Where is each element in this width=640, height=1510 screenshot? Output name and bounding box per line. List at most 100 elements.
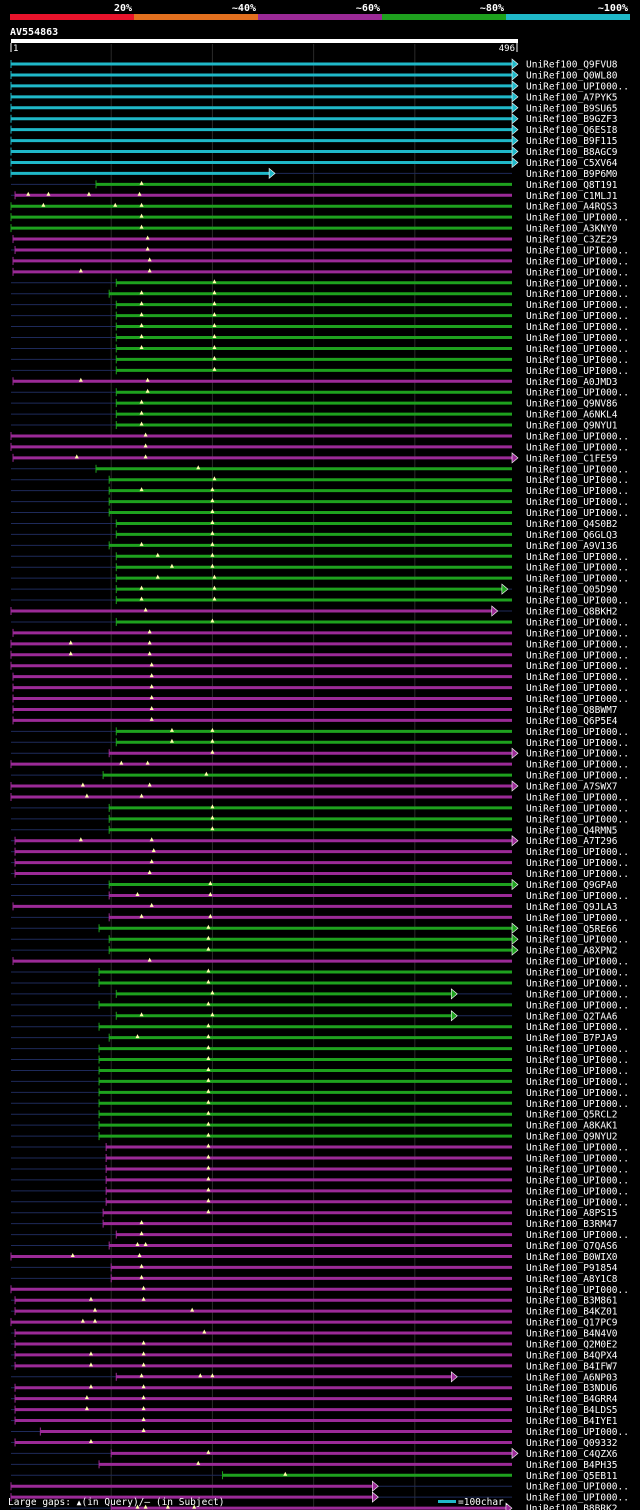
gap-marker [169, 563, 174, 568]
query-ruler: AV554863 1 496 [10, 27, 518, 54]
gap-marker [212, 290, 217, 295]
hit-label: UniRef100_UPI000.. [526, 1044, 629, 1055]
hit-label: UniRef100_B9SU65 [526, 103, 618, 114]
gap-marker [139, 180, 144, 185]
hit-row: UniRef100_Q9FVU8 [10, 58, 618, 71]
gap-marker [84, 793, 89, 798]
hit-row: UniRef100_B9SU65 [10, 102, 618, 114]
gap-marker [149, 695, 154, 700]
gap-marker [113, 202, 118, 207]
hit-row: UniRef100_UPI000.. [11, 596, 629, 607]
gap-marker [68, 651, 73, 656]
hit-label: UniRef100_B8BRK2 [526, 1504, 618, 1510]
gap-marker [210, 1012, 215, 1017]
gap-marker [88, 1296, 93, 1301]
hit-row: UniRef100_UPI000.. [11, 1427, 629, 1438]
hit-row: UniRef100_UPI000.. [10, 639, 629, 650]
hit-row: UniRef100_UPI000.. [10, 213, 629, 224]
hit-label: UniRef100_UPI000.. [526, 1077, 629, 1088]
gap-marker [145, 388, 150, 393]
hit-label: UniRef100_Q6ESI8 [526, 125, 618, 136]
hit-row: UniRef100_Q7QAS6 [11, 1241, 618, 1252]
hit-label: UniRef100_B3NDU6 [526, 1383, 618, 1394]
gap-marker [210, 509, 215, 514]
gap-marker [169, 727, 174, 732]
gap-marker [143, 443, 148, 448]
gap-marker [139, 301, 144, 306]
gap-marker [206, 1143, 211, 1148]
hit-row: UniRef100_UPI000.. [11, 1055, 629, 1066]
hit-row: UniRef100_UPI000.. [11, 869, 629, 880]
gap-marker [41, 202, 46, 207]
gap-marker [208, 913, 213, 918]
gap-marker [212, 323, 217, 328]
gap-marker [147, 629, 152, 634]
hit-label: UniRef100_Q09332 [526, 1438, 618, 1449]
gap-marker [147, 640, 152, 645]
hit-row: UniRef100_UPI000.. [11, 574, 629, 585]
hit-row: UniRef100_UPI000.. [11, 563, 629, 574]
hit-label: UniRef100_Q6P5E4 [526, 716, 618, 727]
hit-row: UniRef100_UPI000.. [10, 650, 629, 661]
gap-marker [206, 1056, 211, 1061]
hit-label: UniRef100_B9GZF3 [526, 114, 618, 125]
gap-marker [145, 235, 150, 240]
hit-label: UniRef100_Q6GLQ3 [526, 530, 618, 541]
gap-marker [68, 640, 73, 645]
hit-label: UniRef100_UPI000.. [526, 333, 629, 344]
gap-marker [139, 1274, 144, 1279]
gap-marker [149, 837, 154, 842]
hit-label: UniRef100_A4RQS3 [526, 202, 618, 213]
gap-marker [139, 344, 144, 349]
gap-marker [149, 662, 154, 667]
hit-row: UniRef100_Q6GLQ3 [11, 530, 618, 541]
hit-row: UniRef100_A8PS15 [11, 1208, 618, 1219]
gap-marker [70, 1252, 75, 1257]
hit-row: UniRef100_B4N4V0 [11, 1329, 618, 1340]
hit-row: UniRef100_UPI000.. [11, 1077, 629, 1088]
hit-label: UniRef100_UPI000.. [526, 617, 629, 628]
hit-label: UniRef100_C4QZX6 [526, 1449, 618, 1460]
hit-row: UniRef100_Q9NYU1 [11, 421, 618, 432]
gap-marker [119, 760, 124, 765]
hit-label: UniRef100_Q4RMN5 [526, 825, 618, 836]
hit-label: UniRef100_Q9GPA0 [526, 880, 618, 891]
gap-marker [139, 1220, 144, 1225]
hit-label: UniRef100_UPI000.. [526, 749, 629, 760]
hit-row: UniRef100_UPI000.. [12, 256, 629, 267]
hit-label: UniRef100_Q8BWM7 [526, 705, 618, 716]
hit-row: UniRef100_B7PJA9 [11, 1033, 618, 1044]
hit-label: UniRef100_UPI000.. [526, 1285, 629, 1296]
hit-row: UniRef100_UPI000.. [12, 267, 629, 278]
gap-marker [147, 957, 152, 962]
gap-marker [135, 1504, 140, 1509]
gap-marker [137, 1252, 142, 1257]
gap-marker [147, 782, 152, 787]
hit-row: UniRef100_UPI000.. [11, 355, 629, 366]
hit-label: UniRef100_UPI000.. [526, 639, 629, 650]
gap-marker [139, 312, 144, 317]
hit-label: UniRef100_A7PYK5 [526, 92, 618, 103]
hit-row: UniRef100_UPI000.. [11, 1088, 629, 1099]
hit-label: UniRef100_UPI000.. [526, 869, 629, 880]
gap-marker [139, 913, 144, 918]
hit-row: UniRef100_UPI000.. [11, 617, 629, 628]
gap-marker [139, 585, 144, 590]
hit-row: UniRef100_C1FE59 [12, 452, 618, 464]
legend-swatch-4 [382, 14, 506, 20]
gap-marker [141, 1417, 146, 1422]
gap-marker [137, 191, 142, 196]
gap-marker [190, 1307, 195, 1312]
hit-arrow [511, 944, 519, 956]
gap-marker [139, 290, 144, 295]
gap-marker [196, 1460, 201, 1465]
hit-row: UniRef100_UPI000.. [10, 661, 629, 672]
hit-label: UniRef100_UPI000.. [526, 989, 629, 1000]
hit-label: UniRef100_Q05D90 [526, 585, 618, 596]
hit-row: UniRef100_UPI000.. [11, 738, 629, 749]
gap-marker [165, 1504, 170, 1509]
hit-row: UniRef100_UPI000.. [12, 683, 629, 694]
hit-row: UniRef100_UPI000.. [11, 803, 629, 814]
hit-label: UniRef100_UPI000.. [526, 935, 629, 946]
